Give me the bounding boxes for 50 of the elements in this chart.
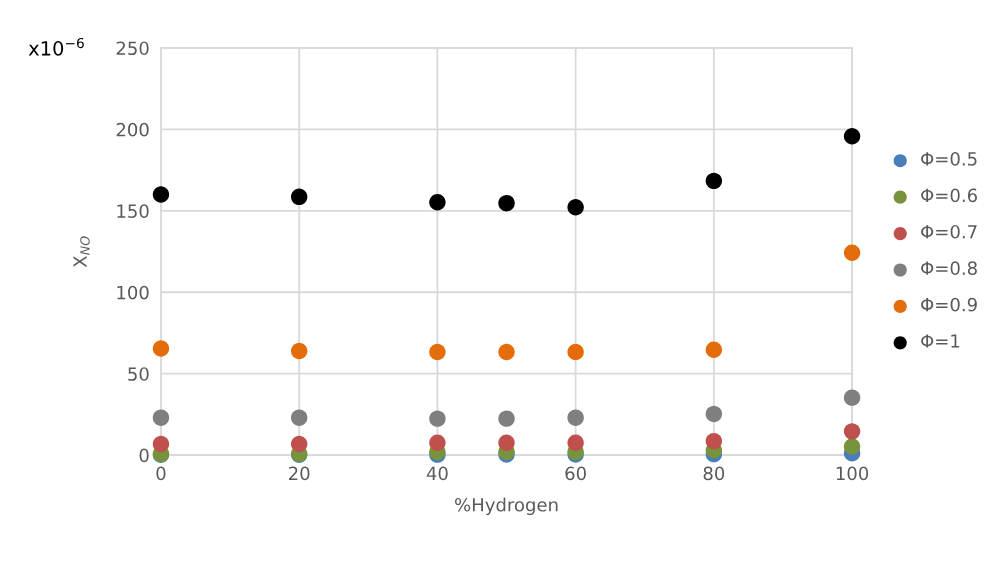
- legend-label: Φ=0.6: [921, 188, 977, 203]
- point: [567, 199, 584, 216]
- point: [567, 409, 584, 426]
- point: [429, 193, 446, 211]
- point: [290, 342, 308, 360]
- point: [567, 434, 584, 451]
- point: [843, 438, 861, 455]
- point: [498, 410, 515, 427]
- legend-label: Φ=0.5: [921, 152, 977, 166]
- point: [498, 194, 515, 212]
- point: [152, 409, 170, 426]
- y-tick-label: 100: [117, 285, 149, 300]
- y-tick-label: 250: [116, 41, 149, 56]
- point: [705, 432, 723, 450]
- point: [429, 410, 446, 427]
- point: [498, 343, 515, 361]
- y-tick-label: 150: [117, 204, 149, 218]
- point: [843, 244, 861, 261]
- x-tick-label: 60: [565, 466, 586, 481]
- point: [290, 435, 308, 453]
- x-tick-label: 40: [426, 466, 448, 481]
- point: [843, 128, 861, 145]
- legend-label: Φ=0.7: [921, 224, 977, 239]
- x-tick-label: 100: [836, 466, 869, 481]
- point: [498, 434, 515, 451]
- x-tick-label: 80: [703, 466, 725, 481]
- point: [290, 188, 308, 206]
- x-tick-label: 0: [156, 466, 166, 481]
- legend-label: Φ=0.8: [921, 261, 977, 276]
- y-tick-label: 50: [128, 367, 149, 381]
- point: [843, 389, 861, 406]
- x-tick-label: 20: [289, 466, 310, 481]
- point: [152, 186, 170, 203]
- y-axis-title: X$_{NO}$: [73, 236, 90, 268]
- point: [843, 423, 861, 440]
- point: [429, 343, 446, 361]
- point: [152, 435, 170, 453]
- point: [705, 172, 723, 190]
- legend-label: Φ=1: [921, 334, 960, 348]
- point: [429, 434, 446, 451]
- legend-label: Φ=0.9: [921, 297, 977, 312]
- y-tick-label: 200: [116, 122, 149, 137]
- point: [567, 343, 584, 361]
- text: x10$^{−6}$: [28, 37, 84, 56]
- x-axis-title: %Hydrogen: [455, 497, 558, 516]
- point: [290, 409, 308, 426]
- point: [705, 405, 723, 423]
- y-tick-label: 0: [139, 448, 149, 463]
- point: [152, 340, 170, 357]
- point: [705, 341, 723, 358]
